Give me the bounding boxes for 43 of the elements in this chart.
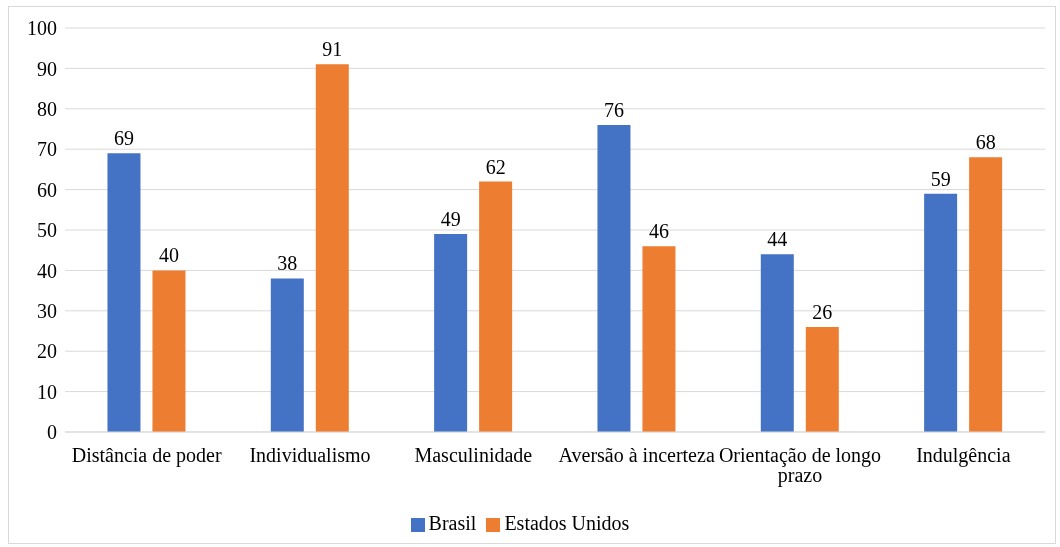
data-label: 46 [648,220,669,243]
x-tick-label: Masculinidade [414,444,533,467]
x-tick-label: Orientação de longo prazo [718,444,882,488]
bar [597,124,631,432]
legend-label: Brasil [428,512,477,534]
data-label: 68 [975,131,996,154]
bar [152,270,186,432]
data-label: 76 [603,98,624,121]
bar [760,254,794,432]
bar [805,326,839,432]
data-label: 59 [930,167,951,190]
bar [434,234,468,432]
x-tick-label: Distância de poder [71,444,222,468]
y-tick-label: 50 [37,219,57,242]
x-tick-label: Individualismo [249,444,371,467]
bar [315,64,349,432]
x-tick-label: Aversão à incerteza [558,444,715,467]
y-tick-label: 30 [37,299,57,322]
y-tick-label: 80 [37,97,57,120]
bar [642,246,676,432]
y-tick-label: 0 [47,421,57,444]
legend-label: Estados Unidos [504,512,630,534]
data-label: 69 [113,127,134,150]
y-tick-label: 100 [27,17,57,40]
y-tick-label: 60 [37,178,57,201]
y-tick-label: 90 [37,57,57,80]
data-label: 91 [322,38,343,61]
y-tick-label: 20 [37,340,57,363]
data-label: 49 [440,208,461,231]
bar [479,181,513,432]
data-label: 62 [485,155,506,178]
data-label: 40 [158,244,179,267]
bar [924,193,958,432]
x-tick-label: Indulgência [916,444,1011,468]
y-tick-label: 40 [37,259,57,282]
bar [270,278,304,432]
data-label: 44 [767,228,788,251]
bar [969,157,1003,432]
data-label: 38 [277,252,298,275]
bar [107,153,141,432]
y-tick-label: 70 [37,138,57,161]
y-tick-label: 10 [37,380,57,403]
data-label: 26 [812,300,833,323]
